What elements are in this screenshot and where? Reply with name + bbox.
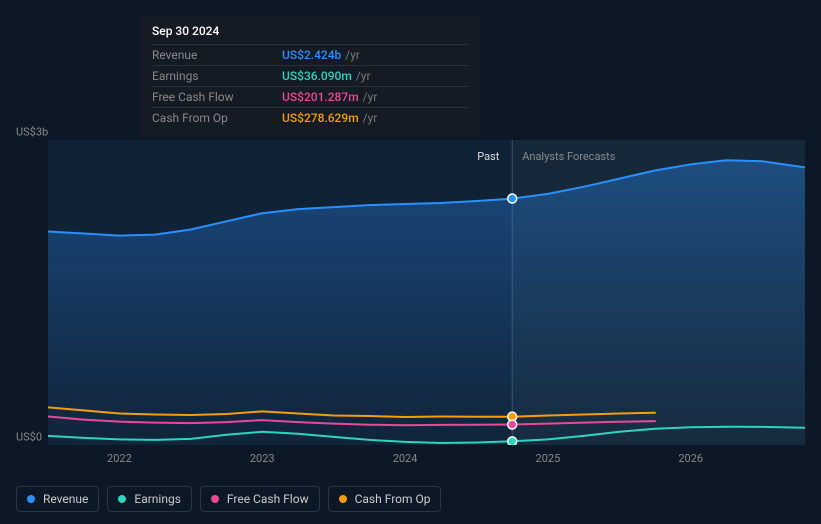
- tooltip-metric-label: Free Cash Flow: [152, 90, 282, 104]
- legend-label: Earnings: [134, 492, 181, 506]
- tooltip-metric-value: US$278.629m: [282, 111, 359, 125]
- x-axis-label: 2022: [107, 452, 132, 465]
- marker-revenue: [508, 194, 517, 203]
- tooltip-date: Sep 30 2024: [152, 24, 468, 44]
- chart-svg: [48, 140, 805, 445]
- legend-item-free-cash-flow[interactable]: Free Cash Flow: [200, 486, 320, 512]
- marker-earnings: [508, 437, 517, 445]
- tooltip-metric-unit: /yr: [363, 111, 378, 125]
- legend-label: Cash From Op: [355, 492, 431, 506]
- tooltip-row: RevenueUS$2.424b/yr: [152, 44, 468, 65]
- tooltip-metric-unit: /yr: [356, 69, 371, 83]
- tooltip-metric-label: Cash From Op: [152, 111, 282, 125]
- legend-label: Revenue: [43, 492, 88, 506]
- y-axis-label: US$3b: [16, 126, 48, 139]
- forecast-label: Analysts Forecasts: [522, 150, 615, 163]
- legend-dot: [27, 495, 35, 503]
- legend-item-earnings[interactable]: Earnings: [107, 486, 192, 512]
- tooltip-metric-unit: /yr: [345, 48, 360, 62]
- y-axis-label: US$0: [16, 431, 42, 444]
- legend-dot: [118, 495, 126, 503]
- tooltip-row: Free Cash FlowUS$201.287m/yr: [152, 86, 468, 107]
- legend-item-cash-from-op[interactable]: Cash From Op: [328, 486, 442, 512]
- chart-tooltip: Sep 30 2024 RevenueUS$2.424b/yrEarningsU…: [140, 16, 480, 136]
- tooltip-metric-label: Revenue: [152, 48, 282, 62]
- marker-free_cash_flow: [508, 420, 517, 429]
- tooltip-metric-unit: /yr: [363, 90, 378, 104]
- tooltip-rows: RevenueUS$2.424b/yrEarningsUS$36.090m/yr…: [152, 44, 468, 128]
- tooltip-metric-value: US$36.090m: [282, 69, 352, 83]
- tooltip-metric-value: US$201.287m: [282, 90, 359, 104]
- tooltip-metric-label: Earnings: [152, 69, 282, 83]
- tooltip-metric-value: US$2.424b: [282, 48, 341, 62]
- x-axis-label: 2023: [250, 452, 275, 465]
- x-axis-label: 2024: [393, 452, 418, 465]
- chart-area: US$3bUS$0: [16, 140, 805, 445]
- legend: Revenue Earnings Free Cash Flow Cash From O…: [16, 486, 441, 512]
- legend-dot: [211, 495, 219, 503]
- x-axis-label: 2025: [536, 452, 561, 465]
- legend-item-revenue[interactable]: Revenue: [16, 486, 99, 512]
- legend-dot: [339, 495, 347, 503]
- tooltip-row: Cash From OpUS$278.629m/yr: [152, 107, 468, 128]
- tooltip-row: EarningsUS$36.090m/yr: [152, 65, 468, 86]
- legend-label: Free Cash Flow: [227, 492, 309, 506]
- x-axis-label: 2026: [678, 452, 703, 465]
- past-label: Past: [477, 150, 499, 163]
